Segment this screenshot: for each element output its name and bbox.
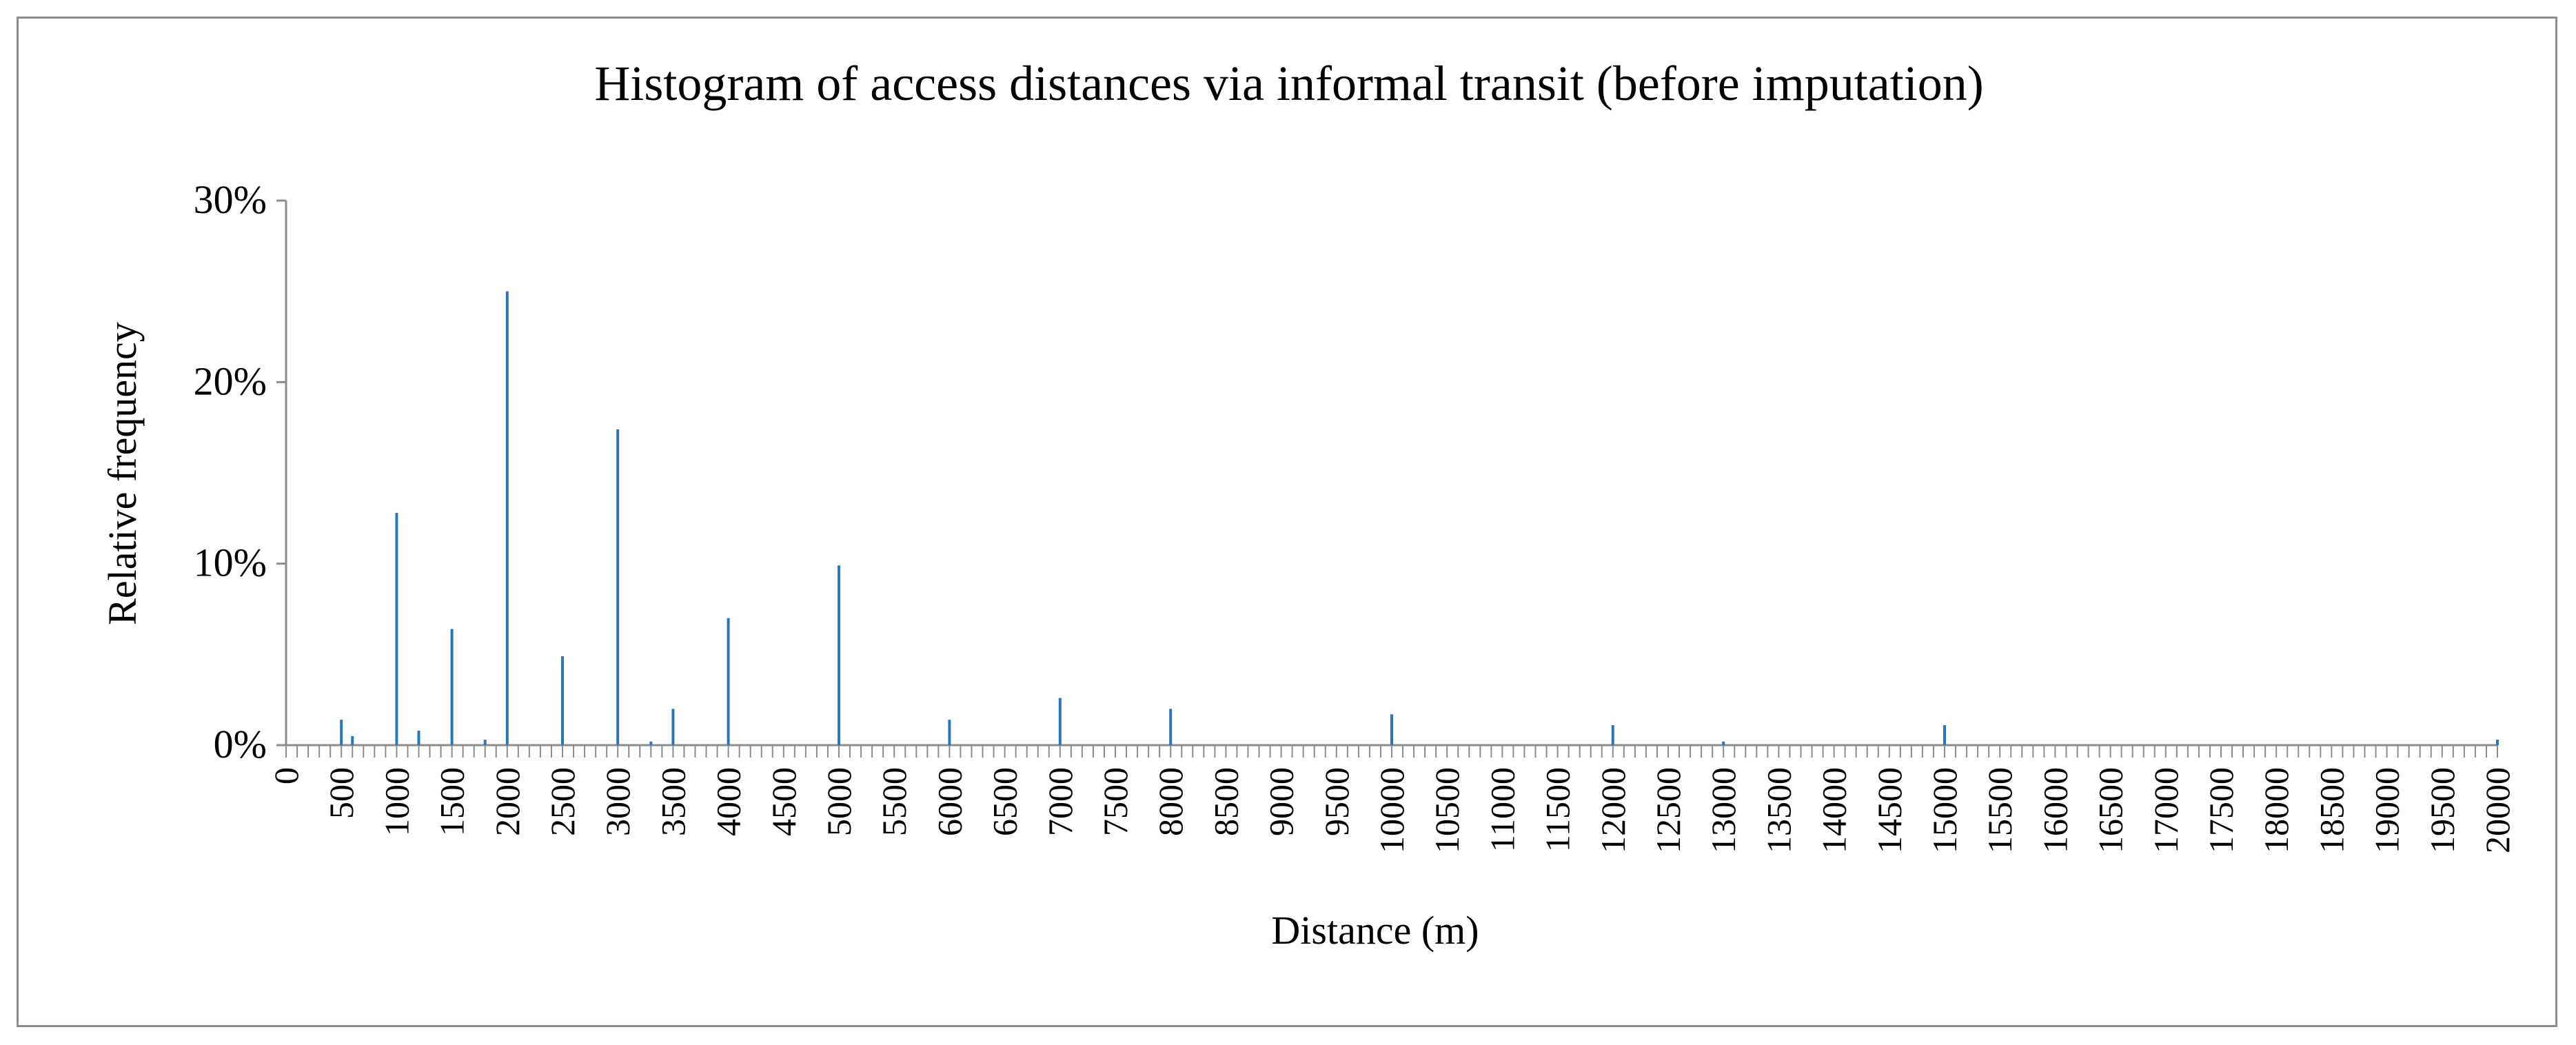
x-tick-label: 13500	[1759, 767, 1798, 853]
x-tick-label: 2000	[488, 767, 527, 836]
x-tick-label: 19000	[2368, 767, 2406, 853]
x-tick-label: 20000	[2478, 767, 2517, 853]
x-tick-label: 14500	[1870, 767, 1909, 853]
histogram-bar	[483, 740, 487, 745]
x-tick-label: 14000	[1815, 767, 1854, 853]
x-tick-label: 15000	[1925, 767, 1964, 853]
histogram-bar	[1169, 709, 1173, 745]
chart-title: Histogram of access distances via inform…	[594, 56, 1983, 111]
x-tick-label: 5500	[875, 767, 913, 836]
x-tick-label: 12000	[1594, 767, 1632, 853]
x-tick-label: 16500	[2091, 767, 2130, 853]
x-tick-label: 3500	[653, 767, 692, 836]
histogram-bar	[395, 512, 398, 745]
y-tick-label: 0%	[214, 722, 267, 767]
x-tick-label: 11000	[1483, 767, 1521, 852]
y-axis: 0% 10% 20% 30%	[194, 177, 287, 767]
x-tick-label: 7000	[1041, 767, 1079, 836]
x-tick-label: 3000	[598, 767, 637, 836]
histogram-bar	[351, 735, 354, 745]
chart-frame: Histogram of access distances via inform…	[17, 17, 2557, 1027]
histogram-chart: Histogram of access distances via inform…	[100, 56, 2517, 953]
x-tick-label: 8500	[1206, 767, 1245, 836]
histogram-bar	[450, 629, 454, 745]
x-tick-label: 15500	[1980, 767, 2019, 853]
histogram-bar	[1943, 725, 1946, 745]
x-tick-label: 6500	[986, 767, 1024, 836]
x-tick-label: 10500	[1428, 767, 1466, 853]
x-tick-label: 13000	[1704, 767, 1743, 853]
x-tick-label: 9500	[1317, 767, 1356, 836]
x-tick-label: 16000	[2036, 767, 2074, 853]
x-tick-label: 1500	[433, 767, 471, 836]
histogram-bar	[1058, 698, 1062, 745]
x-tick-label: 4000	[709, 767, 748, 836]
x-tick-label: 7500	[1096, 767, 1135, 836]
histogram-bar	[2496, 740, 2499, 745]
x-tick-label: 18000	[2257, 767, 2295, 853]
histogram-bar	[561, 656, 564, 745]
y-axis-label: Relative frequency	[100, 322, 145, 625]
x-tick-label: 17500	[2202, 767, 2240, 853]
histogram-bar	[948, 720, 951, 745]
histogram-bar	[727, 618, 730, 745]
histogram-bar	[1722, 741, 1725, 745]
y-tick-label: 20%	[194, 358, 267, 403]
x-tick-label: 2500	[543, 767, 582, 836]
histogram-bar	[417, 730, 420, 745]
x-tick-label: 5000	[820, 767, 858, 836]
histogram-bar	[671, 709, 675, 745]
histogram-bar	[1611, 725, 1614, 745]
x-tick-label: 1000	[377, 767, 416, 836]
histogram-bar	[616, 429, 620, 745]
histogram-bar	[505, 291, 509, 746]
x-tick-label: 12500	[1649, 767, 1687, 853]
x-tick-label: 19500	[2423, 767, 2462, 853]
x-tick-label: 4500	[764, 767, 803, 836]
bars	[340, 291, 2499, 746]
y-tick-label: 30%	[194, 177, 267, 222]
x-tick-label: 9000	[1262, 767, 1301, 836]
histogram-bar	[649, 741, 653, 745]
x-tick-label: 17000	[2147, 767, 2185, 853]
x-tick-label: 500	[322, 767, 361, 819]
x-tick-label: 18500	[2312, 767, 2351, 853]
x-tick-label: 10000	[1372, 767, 1411, 853]
x-tick-label: 6000	[930, 767, 968, 836]
histogram-bar	[838, 565, 840, 745]
x-tick-label: 0	[267, 767, 305, 784]
x-axis: 0 500 1000 1500 2000 2500 3000 3500 4000 4500 5000…	[267, 744, 2517, 853]
histogram-bar	[340, 720, 343, 745]
histogram-bar	[1390, 714, 1393, 745]
x-tick-label: 8000	[1151, 767, 1190, 836]
x-axis-label: Distance (m)	[1271, 908, 1479, 953]
y-tick-label: 10%	[194, 540, 267, 585]
x-tick-label: 11500	[1539, 767, 1577, 852]
